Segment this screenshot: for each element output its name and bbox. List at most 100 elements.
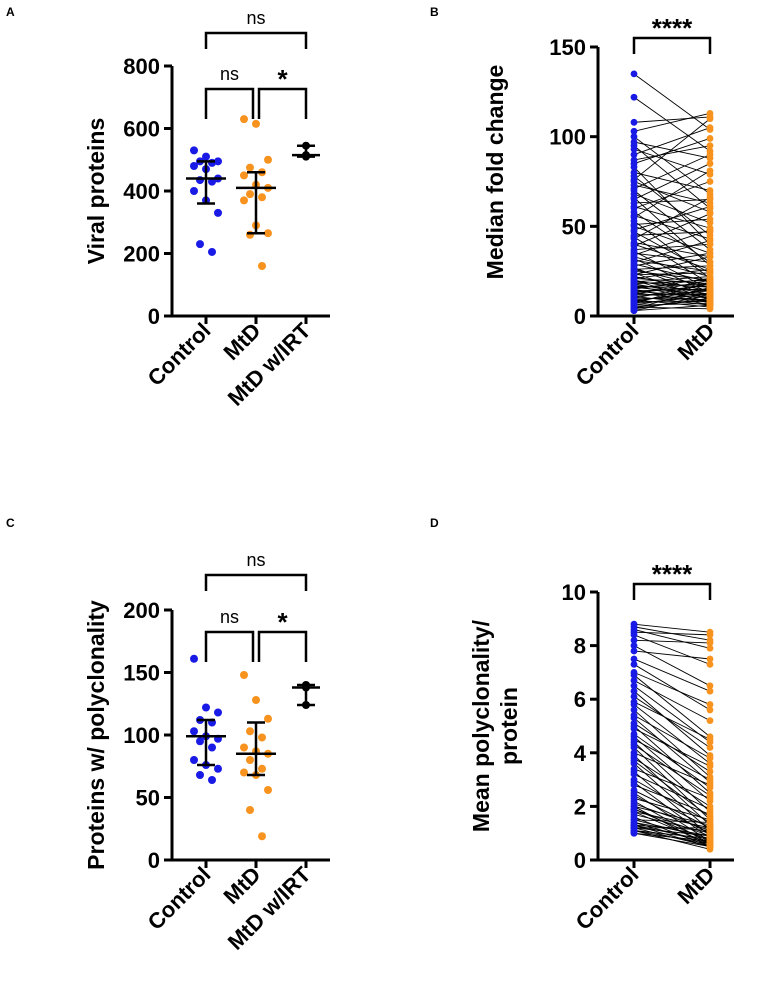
data-point-control: [190, 187, 198, 195]
pair-line: [633, 623, 711, 633]
data-point-mtd: [258, 262, 266, 270]
data-point-control: [630, 145, 638, 153]
pair-line: [633, 763, 711, 831]
data-point-mtd: [706, 237, 714, 245]
pair-line: [633, 213, 711, 247]
pair-line: [633, 650, 711, 660]
data-point-control: [630, 647, 638, 655]
data-point-control: [214, 157, 222, 166]
pair-line: [633, 268, 711, 279]
pair-line: [633, 252, 711, 263]
data-point-control: [630, 93, 638, 101]
data-point-mtd: [706, 824, 714, 832]
pair-line: [633, 145, 711, 161]
data-point-mtd: [706, 644, 714, 652]
data-point-mtd: [706, 706, 714, 714]
panel-label-b: B: [430, 5, 439, 19]
y-tick-label: 150: [123, 661, 160, 686]
pair-line: [633, 218, 711, 225]
y-tick-label: 50: [136, 786, 160, 811]
data-point-mtd: [264, 155, 272, 164]
data-point-mtd: [246, 727, 254, 736]
data-point-control: [630, 701, 638, 708]
pair-line: [633, 136, 711, 195]
y-axis-title-line: protein: [496, 687, 522, 765]
significance-bracket: [632, 582, 712, 600]
pair-line: [633, 243, 711, 251]
pair-line: [633, 138, 711, 164]
pair-line: [633, 231, 711, 236]
data-point-control: [630, 671, 638, 679]
data-point-mtd: [246, 163, 254, 172]
data-point-control: [630, 163, 638, 171]
pair-line: [633, 827, 711, 837]
data-point-mtd: [240, 743, 248, 752]
data-point-mtd: [706, 701, 714, 708]
data-point-control: [202, 152, 210, 161]
data-point-mtd: [706, 655, 714, 663]
data-point-mtd: [706, 135, 714, 142]
data-point-mtd: [706, 253, 714, 261]
pair-line: [633, 116, 711, 123]
pair-line: [633, 701, 711, 740]
pair-line: [633, 154, 711, 190]
data-point-control: [630, 660, 638, 668]
data-point-mtd: [706, 781, 714, 789]
pair-line: [633, 671, 711, 705]
y-tick-label: 0: [148, 304, 160, 329]
significance-label: ****: [652, 559, 693, 589]
data-point-control: [630, 725, 638, 733]
data-point-control: [630, 70, 638, 78]
pair-line: [633, 739, 711, 780]
y-tick-label: 0: [574, 304, 586, 329]
data-point-control: [196, 737, 204, 746]
data-point-control: [630, 677, 638, 684]
data-point-mtd: [706, 762, 714, 770]
pair-line: [633, 784, 711, 815]
data-point-mtd: [706, 194, 714, 202]
y-axis-title: Proteins w/ polyclonality: [83, 600, 109, 870]
data-point-mtd: [258, 764, 266, 773]
significance-label: ns: [220, 607, 239, 627]
pair-line: [633, 292, 711, 306]
data-point-mtd: [706, 151, 714, 159]
data-point-mtd: [706, 291, 714, 298]
data-point-mtd: [706, 265, 714, 273]
pair-line: [633, 252, 711, 267]
pair-line: [633, 304, 711, 312]
pair-line: [633, 797, 711, 821]
data-point-mtd: [706, 811, 714, 818]
panel-label-c: C: [6, 516, 15, 530]
pair-line: [633, 658, 711, 692]
y-tick-label: 2: [574, 794, 586, 819]
data-point-mtd: [706, 768, 714, 775]
data-point-control: [208, 743, 216, 752]
pair-line: [633, 696, 711, 748]
data-point-mtd: [706, 776, 714, 783]
pair-line: [633, 294, 711, 301]
y-axis-title: Median fold change: [482, 65, 508, 280]
data-point-mtd: [246, 756, 254, 764]
y-axis-title-line: Mean polyclonality/: [468, 619, 494, 832]
data-point-control: [208, 247, 216, 256]
y-tick-label: 400: [123, 179, 160, 204]
data-point-control: [190, 162, 198, 170]
pair-line: [633, 832, 711, 842]
pair-line: [633, 294, 711, 312]
y-tick-label: 8: [574, 634, 586, 659]
data-point-mtd: [706, 124, 714, 132]
pair-line: [633, 190, 711, 251]
data-point-control: [630, 631, 638, 639]
data-point-mtd: [246, 190, 254, 199]
data-point-mtd: [706, 226, 714, 234]
pair-line: [633, 225, 711, 254]
data-point-control: [630, 744, 638, 751]
data-point-mtd: [706, 203, 714, 211]
data-point-mtd: [706, 819, 714, 826]
y-tick-label: 150: [549, 35, 586, 60]
data-point-mtd: [706, 178, 714, 185]
pair-line: [633, 680, 711, 722]
